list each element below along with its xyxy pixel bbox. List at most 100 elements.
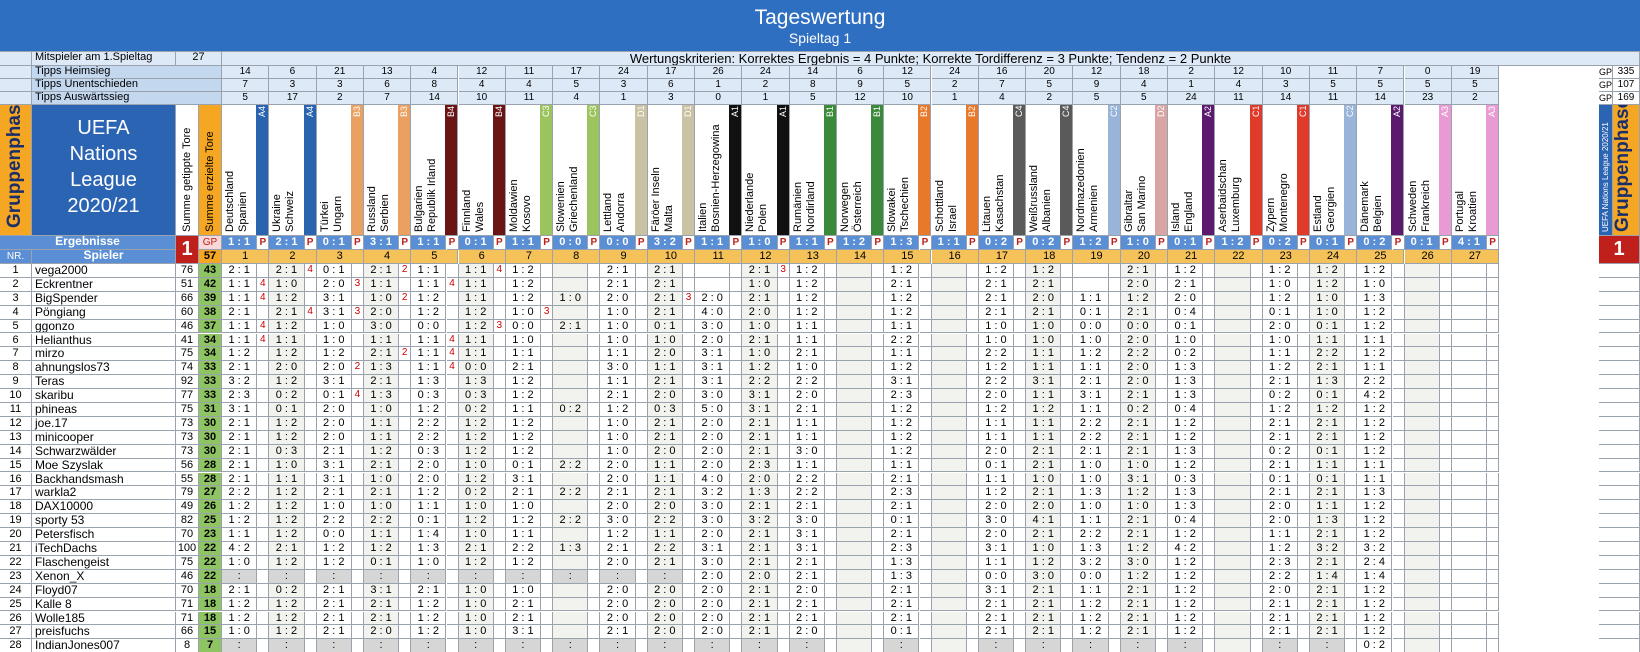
tipps-heimsieg-count: 12 bbox=[1073, 66, 1121, 79]
player-tip bbox=[1404, 291, 1440, 306]
tip-points bbox=[635, 486, 648, 501]
player-tip: 0 : 4 bbox=[1168, 514, 1204, 529]
gruppenphase-right: Gruppenphase bbox=[1613, 105, 1640, 236]
tipps-unentschieden-count: 5 bbox=[1357, 79, 1405, 92]
player-tip: 1 : 2 bbox=[269, 611, 305, 626]
tip-points bbox=[541, 403, 554, 417]
tip-points bbox=[493, 361, 506, 376]
tip-points bbox=[1061, 472, 1074, 487]
gruppenphase-left: Gruppenphase bbox=[0, 105, 32, 236]
tip-points bbox=[1156, 555, 1168, 570]
player-tip: 1 : 2 bbox=[1073, 597, 1109, 612]
tip-points bbox=[777, 639, 790, 652]
tip-points bbox=[257, 375, 270, 390]
away-team: Albanien bbox=[1041, 189, 1054, 232]
tip-points bbox=[1345, 583, 1358, 598]
player-tip: 2 : 1 bbox=[1309, 555, 1346, 570]
player-tip bbox=[1404, 375, 1440, 390]
home-team: Gibraltar bbox=[1122, 189, 1135, 232]
player-tip: 1 : 2 bbox=[269, 291, 305, 306]
tip-points bbox=[872, 361, 885, 376]
tip-points bbox=[399, 625, 412, 640]
tip-points bbox=[966, 583, 979, 598]
tipps-unentschieden-count: 9 bbox=[836, 79, 885, 92]
player-tip bbox=[1451, 291, 1488, 306]
player-tip bbox=[931, 361, 967, 376]
tip-points bbox=[1487, 528, 1500, 542]
player-tip: 1 : 2 bbox=[222, 347, 258, 362]
player-tip: 2 : 0 bbox=[1120, 375, 1156, 390]
away-team: Nordirland bbox=[804, 181, 817, 232]
tip-points bbox=[1014, 611, 1027, 626]
player-tip: 1 : 0 bbox=[1262, 333, 1298, 348]
tip-points bbox=[919, 333, 932, 348]
tip-points bbox=[1250, 403, 1263, 417]
player-tip: 2 : 1 bbox=[316, 611, 352, 626]
tip-points bbox=[446, 583, 459, 598]
tip-points bbox=[683, 569, 695, 584]
row-end bbox=[1599, 611, 1640, 626]
player-nr: 2 bbox=[0, 277, 32, 292]
group-color-bar: D2 bbox=[1154, 105, 1167, 235]
player-points: 43 bbox=[199, 264, 222, 278]
tip-points bbox=[966, 514, 979, 529]
tipps-unentschieden-count: 5 bbox=[1026, 79, 1074, 92]
player-tip bbox=[1215, 403, 1251, 417]
player-tip: 1 : 0 bbox=[600, 319, 636, 334]
tip-points bbox=[1392, 458, 1405, 473]
player-tip: 1 : 2 bbox=[1357, 347, 1393, 362]
tip-points bbox=[1203, 361, 1216, 376]
tip-points bbox=[399, 486, 412, 501]
player-tip: : bbox=[553, 639, 589, 652]
player-tip: 1 : 2 bbox=[1262, 542, 1298, 556]
tip-points bbox=[966, 569, 979, 584]
away-team: Frankreich bbox=[1419, 180, 1432, 232]
player-tip bbox=[836, 430, 873, 445]
player-tip: : bbox=[1120, 639, 1156, 652]
player-tip: 1 : 2 bbox=[1120, 486, 1156, 501]
player-tip: 1 : 2 bbox=[505, 277, 542, 292]
player-points: 15 bbox=[199, 625, 222, 640]
tip-points bbox=[777, 333, 790, 348]
tip-points bbox=[399, 611, 412, 626]
tip-points bbox=[1203, 458, 1216, 473]
player-nr: 5 bbox=[0, 319, 32, 334]
match-number: 9 bbox=[600, 250, 648, 264]
player-tip: 1 : 2 bbox=[789, 277, 825, 292]
player-name: Helianthus bbox=[32, 333, 176, 348]
tip-points bbox=[446, 625, 459, 640]
player-points: 30 bbox=[199, 444, 222, 459]
player-tip bbox=[1404, 555, 1440, 570]
group-color-bar: A1 bbox=[729, 105, 742, 235]
tipps-heimsieg-count: 26 bbox=[695, 66, 743, 79]
tip-points bbox=[1297, 389, 1310, 403]
match-header: C2 Nordmazedonien Armenien bbox=[1073, 105, 1121, 236]
player-nr: 11 bbox=[0, 403, 32, 417]
player-tip: 2 : 2 bbox=[978, 375, 1015, 390]
tip-points bbox=[1108, 611, 1121, 626]
player-tip bbox=[931, 514, 967, 529]
player-tip: 3 : 1 bbox=[363, 583, 400, 598]
tip-points bbox=[1108, 444, 1121, 459]
match-result: 0 : 0 bbox=[553, 236, 589, 250]
tip-points bbox=[730, 583, 743, 598]
away-team: San Marino bbox=[1135, 175, 1148, 232]
player-tore: 74 bbox=[176, 361, 199, 376]
away-team: Israel bbox=[946, 205, 959, 232]
tip-points bbox=[1297, 333, 1310, 348]
tip-points bbox=[1297, 500, 1310, 515]
player-tip: 2 : 2 bbox=[1073, 430, 1109, 445]
home-team: Ukraine bbox=[271, 194, 284, 232]
tip-points bbox=[399, 569, 412, 584]
group-color-bar: A2 bbox=[1202, 105, 1215, 235]
tip-points bbox=[493, 542, 506, 556]
tip-points bbox=[1203, 389, 1216, 403]
tip-points bbox=[683, 416, 695, 431]
tip-points bbox=[541, 277, 554, 292]
tip-points bbox=[777, 277, 790, 292]
tip-points bbox=[730, 430, 743, 445]
tip-points bbox=[777, 319, 790, 334]
tip-points bbox=[1297, 569, 1310, 584]
player-tip: 2 : 1 bbox=[1026, 625, 1062, 640]
tip-points bbox=[966, 611, 979, 626]
